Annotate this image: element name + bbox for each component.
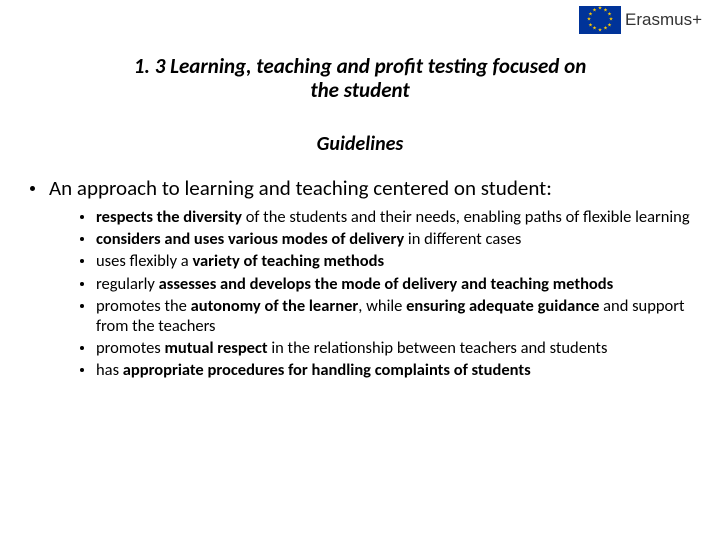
sub-bullet-list: respects the diversity of the students a… bbox=[80, 207, 690, 380]
bullet-icon bbox=[80, 259, 84, 263]
lead-text: An approach to learning and teaching cen… bbox=[49, 176, 552, 201]
title-line-1: 1. 3 Learning, teaching and profit testi… bbox=[134, 53, 587, 79]
list-item-text: has appropriate procedures for handling … bbox=[96, 360, 531, 380]
list-item: promotes mutual respect in the relations… bbox=[80, 338, 690, 358]
list-item: has appropriate procedures for handling … bbox=[80, 360, 690, 380]
title-line-2: the student bbox=[310, 77, 409, 103]
bullet-icon bbox=[80, 346, 84, 350]
list-item-text: promotes the autonomy of the learner, wh… bbox=[96, 296, 690, 336]
list-item-text: considers and uses various modes of deli… bbox=[96, 229, 521, 249]
slide-title: 1. 3 Learning, teaching and profit testi… bbox=[0, 54, 720, 102]
erasmus-logo: ★ ★ ★ ★ ★ ★ ★ ★ ★ ★ ★ ★ Erasmus+ bbox=[579, 6, 702, 34]
list-item-text: uses flexibly a variety of teaching meth… bbox=[96, 251, 384, 271]
content-block: An approach to learning and teaching cen… bbox=[30, 176, 690, 382]
bullet-icon bbox=[80, 215, 84, 219]
list-item: considers and uses various modes of deli… bbox=[80, 229, 690, 249]
eu-stars-icon: ★ ★ ★ ★ ★ ★ ★ ★ ★ ★ ★ ★ bbox=[589, 9, 611, 31]
erasmus-brand-text: Erasmus+ bbox=[625, 10, 702, 30]
bullet-icon bbox=[80, 304, 84, 308]
list-item: promotes the autonomy of the learner, wh… bbox=[80, 296, 690, 336]
list-item: respects the diversity of the students a… bbox=[80, 207, 690, 227]
bullet-icon bbox=[80, 237, 84, 241]
slide-subtitle: Guidelines bbox=[0, 132, 720, 156]
eu-flag-icon: ★ ★ ★ ★ ★ ★ ★ ★ ★ ★ ★ ★ bbox=[579, 6, 621, 34]
bullet-icon bbox=[80, 282, 84, 286]
bullet-icon bbox=[30, 186, 35, 191]
list-item-text: respects the diversity of the students a… bbox=[96, 207, 690, 227]
list-item-text: promotes mutual respect in the relations… bbox=[96, 338, 607, 358]
list-item: uses flexibly a variety of teaching meth… bbox=[80, 251, 690, 271]
slide: ★ ★ ★ ★ ★ ★ ★ ★ ★ ★ ★ ★ Erasmus+ 1. 3 Le… bbox=[0, 0, 720, 540]
list-item: regularly assesses and develops the mode… bbox=[80, 274, 690, 294]
list-item-text: regularly assesses and develops the mode… bbox=[96, 274, 613, 294]
bullet-icon bbox=[80, 368, 84, 372]
lead-bullet: An approach to learning and teaching cen… bbox=[30, 176, 690, 201]
